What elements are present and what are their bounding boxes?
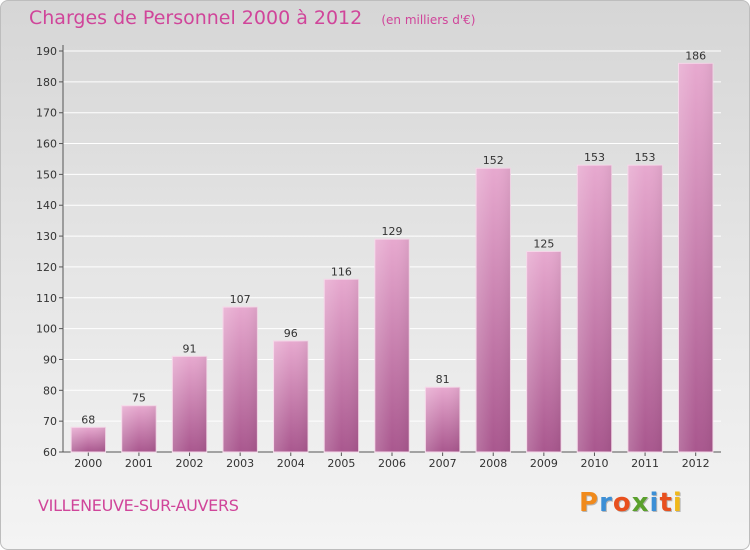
x-tick-label: 2002: [176, 457, 204, 470]
bar-shine: [324, 279, 359, 452]
y-tick-label: 190: [36, 45, 57, 58]
bar-value-label: 153: [584, 151, 605, 164]
bar-shine: [627, 165, 663, 452]
x-tick-label: 2000: [74, 457, 102, 470]
x-tick-label: 2012: [682, 457, 710, 470]
chart-title: Charges de Personnel 2000 à 2012: [29, 7, 363, 29]
bars: [70, 62, 714, 453]
y-tick-label: 170: [36, 107, 57, 120]
bar-value-label: 129: [382, 225, 403, 238]
x-tick-label: 2009: [530, 457, 558, 470]
bar-shine: [222, 307, 258, 452]
bar-shine: [526, 251, 562, 452]
bar-value-label: 125: [533, 238, 554, 251]
y-tick-label: 120: [36, 261, 57, 274]
x-tick-label: 2011: [631, 457, 659, 470]
title-row: Charges de Personnel 2000 à 2012 (en mil…: [29, 7, 475, 29]
y-tick-label: 180: [36, 76, 57, 89]
bar-shine: [374, 239, 410, 452]
bar-value-label: 91: [183, 342, 197, 355]
logo-letter: P: [579, 488, 600, 518]
logo-letter: x: [631, 488, 650, 518]
city-name: VILLENEUVE-SUR-AUVERS: [38, 496, 239, 515]
x-tick-label: 2005: [327, 457, 355, 470]
chart-subtitle: (en milliers d'€): [381, 13, 476, 27]
y-tick-label: 130: [36, 230, 57, 243]
bar-shine: [121, 405, 157, 452]
y-tick-label: 80: [43, 384, 57, 397]
bar-value-label: 186: [685, 49, 706, 62]
bar-value-label: 96: [284, 327, 298, 340]
bar-shine: [577, 165, 612, 452]
logo-letter: i: [649, 488, 660, 518]
bar-value-label: 107: [230, 293, 251, 306]
x-tick-labels: 2000 2001 2002 2003 2004 2005 2006 2007 2008 2009…: [74, 457, 709, 470]
bar-shine: [273, 340, 308, 452]
bar-value-label: 153: [635, 151, 656, 164]
bar-shine: [476, 168, 511, 452]
bar-value-label: 81: [436, 373, 450, 386]
y-tick-label: 110: [36, 292, 57, 305]
x-tick-label: 2001: [125, 457, 153, 470]
logo-letter: i: [672, 488, 683, 518]
y-tick-label: 100: [36, 323, 57, 336]
bar-shine: [172, 356, 207, 452]
x-tick-label: 2007: [429, 457, 457, 470]
logo-letter: t: [659, 488, 673, 518]
x-tick-label: 2010: [580, 457, 608, 470]
y-tick-label: 70: [43, 415, 57, 428]
logo-letter: r: [599, 488, 613, 518]
bar-value-label: 68: [81, 413, 95, 426]
y-tick-label: 90: [43, 353, 57, 366]
x-tick-label: 2006: [378, 457, 406, 470]
y-tick-label: 140: [36, 199, 57, 212]
y-tick-label: 160: [36, 138, 57, 151]
x-tick-label: 2003: [226, 457, 254, 470]
bar-value-label: 152: [483, 154, 504, 167]
logo-letter: o: [612, 488, 632, 518]
x-tick-label: 2008: [479, 457, 507, 470]
bar-shine: [71, 427, 106, 452]
data-labels: 68 75 91 107 96 116 129 81 152 125 153 153 186: [81, 49, 706, 426]
bar-value-label: 75: [132, 392, 146, 405]
bar-shine: [425, 387, 460, 452]
y-tick-label: 150: [36, 168, 57, 181]
x-tick-label: 2004: [277, 457, 305, 470]
y-tick-label: 60: [43, 446, 57, 459]
proxiti-logo: Proxiti: [579, 488, 683, 518]
bar-value-label: 116: [331, 265, 352, 278]
bar-shine: [678, 63, 713, 452]
y-tick-labels: 60 70 80 90 100 110 120 130 140 150 160 170 180 190: [36, 45, 57, 459]
